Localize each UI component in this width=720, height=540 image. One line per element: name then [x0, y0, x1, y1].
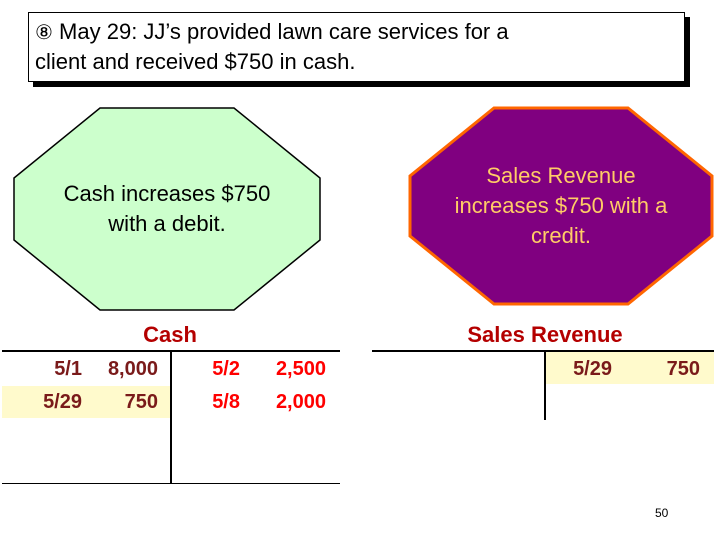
debit-note-line-1: Cash increases $750: [63, 181, 271, 206]
revenue-account-center-rule: [544, 350, 546, 420]
cash-account-highlight-row: [2, 386, 170, 418]
step-number-marker: ⑧: [35, 20, 53, 44]
debit-note-line-2: with a debit.: [108, 211, 226, 236]
slide-title-box: ⑧ May 29: JJ’s provided lawn care servic…: [28, 12, 685, 82]
cash-account-center-rule: [170, 350, 172, 484]
revenue-credit-amount: 750: [666, 358, 700, 380]
credit-note-line-3: credit.: [531, 223, 591, 248]
cash-credit-date: 5/8: [212, 391, 240, 413]
debit-note-text: Cash increases $750 with a debit.: [12, 106, 322, 312]
revenue-account-title: Sales Revenue: [467, 322, 623, 347]
credit-note-octagon: [408, 106, 714, 306]
credit-note-text: Sales Revenue increases $750 with a cred…: [408, 106, 714, 306]
cash-account-bottom-rule: [2, 483, 340, 484]
cash-debit-amount: 8,000: [107, 358, 158, 380]
revenue-credit-date: 5/29: [573, 358, 612, 380]
slide-title-line-2: client and received $750 in cash.: [35, 49, 356, 74]
credit-note-line-2: increases $750 with a: [454, 193, 668, 218]
page-number: 50: [655, 506, 669, 520]
revenue-account-top-rule: [372, 350, 714, 352]
slide-title-line-1: ⑧ May 29: JJ’s provided lawn care servic…: [35, 17, 678, 47]
cash-debit-date: 5/29: [43, 391, 82, 413]
cash-credit-date: 5/2: [212, 358, 240, 380]
slide-title-text-1: May 29: JJ’s provided lawn care services…: [52, 19, 509, 44]
cash-debit-date: 5/1: [54, 358, 82, 380]
cash-credit-amount: 2,000: [275, 391, 326, 413]
revenue-account-highlight-row: [546, 352, 714, 384]
cash-account-title: Cash: [143, 322, 197, 347]
debit-note-octagon: [13, 107, 321, 311]
cash-credit-amount: 2,500: [275, 358, 326, 380]
credit-note-line-1: Sales Revenue: [486, 163, 636, 188]
cash-debit-amount: 750: [124, 391, 158, 413]
